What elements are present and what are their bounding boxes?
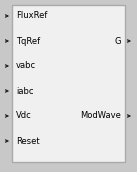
Text: iabc: iabc (16, 87, 34, 95)
Text: vabc: vabc (16, 62, 36, 71)
Text: ModWave: ModWave (80, 111, 121, 121)
Text: Vdc: Vdc (16, 111, 32, 121)
Text: FluxRef: FluxRef (16, 12, 47, 20)
Bar (12, 5, 125, 162)
Text: TqRef: TqRef (16, 36, 40, 46)
Text: Reset: Reset (16, 137, 40, 146)
Text: G: G (115, 36, 121, 46)
